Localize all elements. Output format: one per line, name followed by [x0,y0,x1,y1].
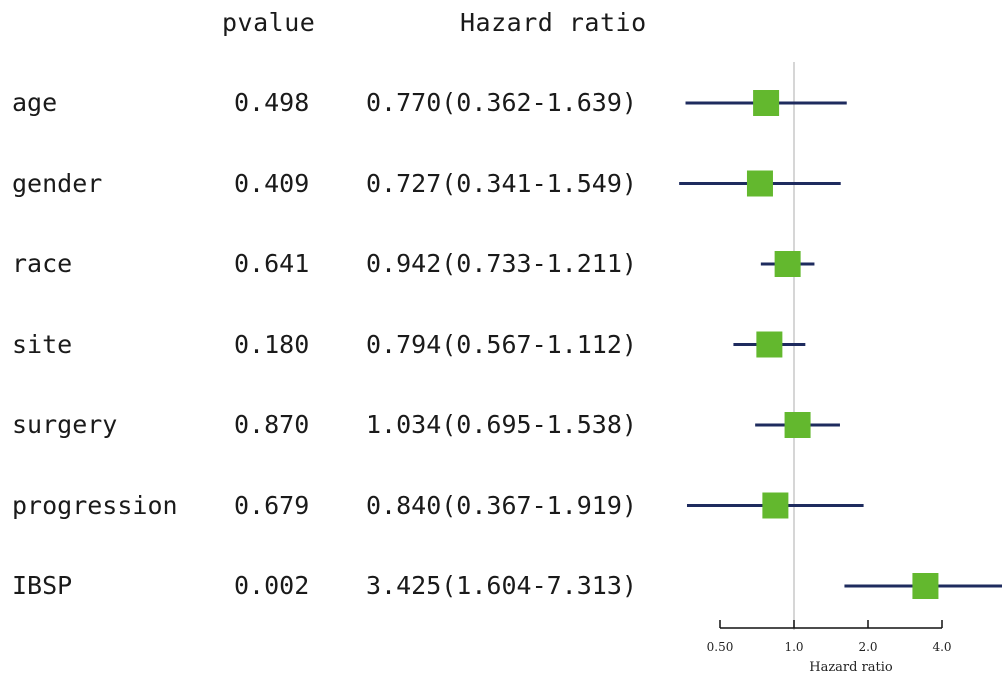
pvalue-cell: 0.180 [234,329,310,359]
table-row: progression 0.679 0.840(0.367-1.919) [0,486,680,526]
hazard-ratio-point [912,573,939,599]
hazard-ratio-point [762,492,789,519]
hazard-ratio-cell: 0.770(0.362-1.639) [366,88,637,117]
hazard-ratio-cell: 0.942(0.733-1.211) [366,249,637,278]
hazard-ratio-point [753,90,780,116]
pvalue-cell: 0.409 [234,168,310,198]
x-tick-label: 0.50 [707,640,734,654]
table-row: gender 0.409 0.727(0.341-1.549) [0,164,680,204]
hazard-ratio-cell: 0.840(0.367-1.919) [366,490,637,520]
variable-label: age [12,88,58,117]
x-tick-label: 4.0 [932,640,951,654]
variable-label: gender [12,168,103,198]
pvalue-cell: 0.002 [234,571,310,600]
pvalue-cell: 0.679 [234,490,310,520]
hazard-ratio-header: Hazard ratio [460,8,647,37]
x-tick-label: 1.0 [784,640,803,654]
variable-label: IBSP [12,571,73,600]
variable-label: race [12,249,73,278]
hazard-ratio-cell: 3.425(1.604-7.313) [366,571,637,600]
hazard-ratio-point [774,251,801,277]
hazard-ratio-point [756,331,783,358]
table-row: race 0.641 0.942(0.733-1.211) [0,244,680,284]
pvalue-cell: 0.870 [234,410,310,439]
table-row: age 0.498 0.770(0.362-1.639) [0,83,680,123]
hazard-ratio-cell: 0.727(0.341-1.549) [366,168,637,198]
pvalue-cell: 0.498 [234,88,310,117]
table-row: IBSP 0.002 3.425(1.604-7.313) [0,566,680,606]
hazard-ratio-point [746,170,773,197]
hazard-ratio-cell: 1.034(0.695-1.538) [366,410,637,439]
variable-label: site [12,329,73,359]
variable-label: progression [12,490,178,520]
variable-label: surgery [12,410,118,439]
pvalue-cell: 0.641 [234,249,310,278]
table-row: surgery 0.870 1.034(0.695-1.538) [0,405,680,445]
hazard-ratio-point [784,412,811,438]
pvalue-header: pvalue [222,8,316,37]
x-axis-title: Hazard ratio [809,660,893,675]
x-tick-label: 2.0 [858,640,877,654]
hazard-ratio-cell: 0.794(0.567-1.112) [366,329,637,359]
table-row: site 0.180 0.794(0.567-1.112) [0,325,680,365]
